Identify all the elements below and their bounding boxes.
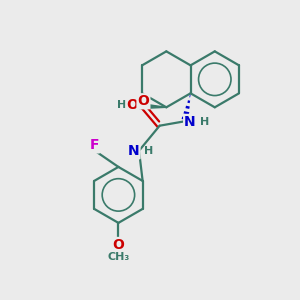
- Text: H: H: [117, 100, 126, 110]
- Text: O: O: [137, 94, 149, 108]
- Text: CH₃: CH₃: [107, 252, 130, 262]
- Text: O: O: [112, 238, 124, 252]
- Text: O: O: [127, 98, 138, 112]
- Polygon shape: [135, 103, 166, 109]
- Text: N: N: [128, 144, 140, 158]
- Text: F: F: [89, 138, 99, 152]
- Text: N: N: [184, 115, 196, 129]
- Text: H: H: [144, 146, 153, 156]
- Text: H: H: [200, 117, 209, 127]
